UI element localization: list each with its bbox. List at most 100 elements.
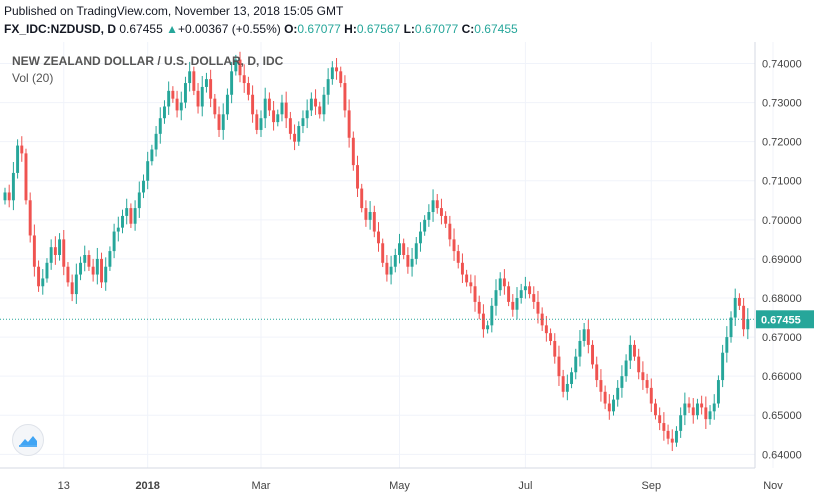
candle xyxy=(465,269,469,287)
candle-body xyxy=(389,266,393,275)
candle xyxy=(167,81,171,115)
candle-body xyxy=(125,208,129,216)
candle xyxy=(255,109,259,135)
candle xyxy=(502,269,506,295)
x-tick-label: 2018 xyxy=(135,480,159,492)
candle xyxy=(620,365,624,398)
candle xyxy=(70,274,74,302)
candle-body xyxy=(725,337,729,353)
candle xyxy=(179,91,183,121)
candle xyxy=(448,215,452,247)
candle xyxy=(603,385,607,410)
candle xyxy=(234,54,238,76)
candle-body xyxy=(221,114,225,130)
candle xyxy=(238,51,242,83)
chart-frame[interactable]: 0.67455 0.74000 0.73000 0.72000 0.71000 0.70… xyxy=(0,40,817,500)
candle-body xyxy=(586,329,590,345)
candle-body xyxy=(465,274,469,283)
candle xyxy=(498,272,502,296)
candle xyxy=(272,101,276,131)
candle-body xyxy=(272,110,276,123)
candle xyxy=(683,392,687,426)
candle-body xyxy=(507,286,511,302)
candle-body xyxy=(616,387,620,400)
candle-body xyxy=(225,94,229,115)
candle xyxy=(595,356,599,388)
candle xyxy=(116,216,120,242)
candle xyxy=(612,394,615,416)
candle-body xyxy=(158,118,162,134)
candle xyxy=(326,68,330,105)
candle xyxy=(192,66,196,96)
candle-body xyxy=(196,90,200,107)
y-tick-label: 0.68000 xyxy=(762,293,802,305)
last-price-badge xyxy=(756,310,814,329)
candle-body xyxy=(670,438,674,443)
candlestick-series xyxy=(3,51,750,452)
candle xyxy=(259,110,263,137)
candle xyxy=(37,260,41,292)
candle xyxy=(708,405,712,425)
price-chart[interactable]: 0.67455 0.74000 0.73000 0.72000 0.71000 0.70… xyxy=(0,40,817,500)
candle-body xyxy=(116,227,120,232)
candle xyxy=(578,330,582,367)
candle xyxy=(658,407,662,431)
candle-body xyxy=(595,364,599,381)
candle xyxy=(389,255,393,285)
candle xyxy=(314,89,318,115)
candle-body xyxy=(406,255,410,267)
candle-body xyxy=(45,262,49,279)
candle-body xyxy=(532,294,536,302)
y-tick-label: 0.73000 xyxy=(762,98,802,110)
candle xyxy=(637,348,641,380)
candle-body xyxy=(179,102,183,111)
candle xyxy=(74,263,78,304)
candle xyxy=(309,92,313,117)
candle-body xyxy=(242,75,246,84)
candle-body xyxy=(540,313,544,326)
candle-body xyxy=(53,247,57,255)
candle xyxy=(335,58,339,80)
candle-body xyxy=(41,278,45,287)
candle xyxy=(213,93,217,119)
candle-body xyxy=(83,255,87,263)
candle xyxy=(28,192,32,243)
candle-body xyxy=(570,372,574,384)
candle-body xyxy=(100,258,103,283)
candle xyxy=(83,245,87,272)
candle xyxy=(11,161,15,211)
candle xyxy=(318,101,322,119)
candle-body xyxy=(154,133,158,150)
candle xyxy=(398,233,401,264)
candle xyxy=(452,228,456,261)
candle xyxy=(565,374,569,401)
candle xyxy=(49,239,53,270)
candle xyxy=(267,92,271,117)
candle xyxy=(288,111,292,140)
candle xyxy=(649,378,653,412)
candle-body xyxy=(318,106,322,115)
candle-body xyxy=(549,333,553,341)
volume-indicator-label[interactable]: Vol (20) xyxy=(12,71,54,85)
candle xyxy=(439,198,443,225)
candle-body xyxy=(137,192,141,209)
x-tick-label: May xyxy=(389,480,410,492)
candle-body xyxy=(519,290,523,298)
candle-body xyxy=(414,243,418,259)
candle-body xyxy=(255,114,259,130)
candle xyxy=(645,373,649,394)
candle-body xyxy=(49,247,53,263)
candle-body xyxy=(163,106,166,119)
candle-body xyxy=(708,411,712,420)
candle xyxy=(322,86,326,122)
candle-body xyxy=(377,231,380,244)
candle xyxy=(377,222,380,252)
candle-body xyxy=(456,251,460,263)
candle-body xyxy=(591,344,594,365)
tradingview-cloud-icon[interactable] xyxy=(12,424,44,456)
cloud-glyph xyxy=(19,436,37,447)
candle xyxy=(95,247,99,285)
candle xyxy=(674,426,678,447)
candle xyxy=(519,283,523,304)
candle-body xyxy=(691,407,695,416)
